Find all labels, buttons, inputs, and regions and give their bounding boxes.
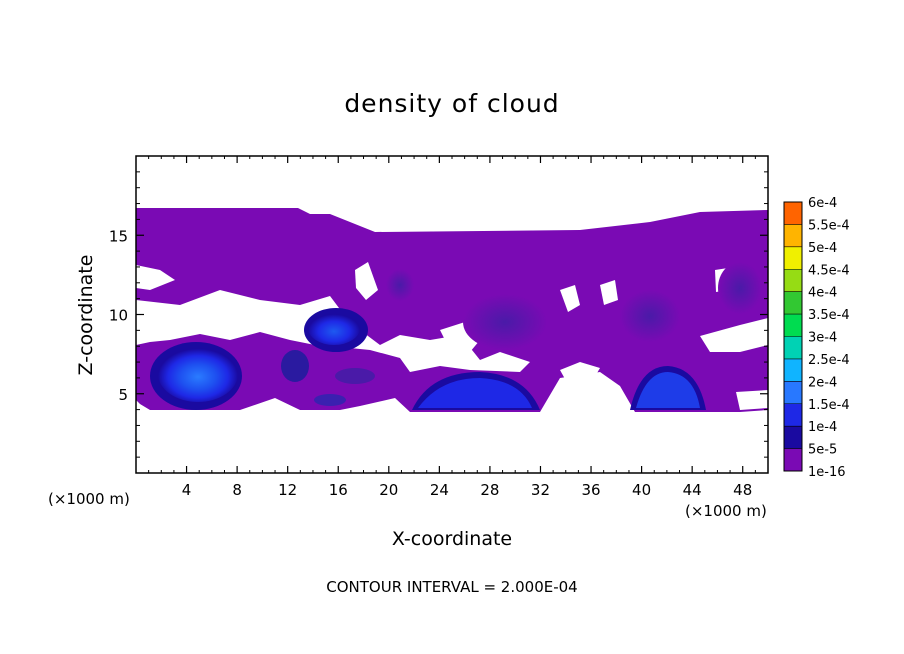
colorbar-swatch bbox=[784, 246, 802, 270]
x-tick-label: 44 bbox=[683, 481, 702, 499]
x-tick-label: 48 bbox=[733, 481, 752, 499]
colorbar-label: 2e-4 bbox=[808, 375, 837, 390]
x-tick-label: 8 bbox=[232, 481, 242, 499]
colorbar-label: 3.5e-4 bbox=[808, 308, 850, 323]
y-tick-label: 10 bbox=[109, 307, 128, 325]
x-unit-left: (×1000 m) bbox=[48, 490, 130, 508]
x-axis: 4 8 12 16 20 24 28 32 36 40 44 48 bbox=[148, 156, 756, 499]
y-tick-label: 5 bbox=[118, 386, 128, 404]
x-unit-right: (×1000 m) bbox=[685, 502, 767, 520]
colorbar-label: 2.5e-4 bbox=[808, 353, 850, 368]
colorbar-label: 6e-4 bbox=[808, 196, 837, 211]
colorbar-swatch bbox=[784, 426, 802, 449]
colorbar-swatch bbox=[784, 224, 802, 247]
contour-interval-note: CONTOUR INTERVAL = 2.000E-04 bbox=[326, 578, 577, 596]
colorbar-swatch bbox=[784, 358, 802, 382]
x-axis-label: X-coordinate bbox=[392, 528, 512, 550]
colorbar-label: 5e-4 bbox=[808, 241, 837, 256]
cloud-field bbox=[136, 208, 768, 412]
colorbar: 1e-16 5e-5 1e-4 1.5e-4 2e-4 2.5e-4 3e-4 3.5e-4 4… bbox=[783, 196, 850, 480]
y-axis-label: Z-coordinate bbox=[75, 255, 97, 376]
x-tick-label: 4 bbox=[182, 481, 192, 499]
x-tick-label: 12 bbox=[278, 481, 297, 499]
x-tick-label: 32 bbox=[531, 481, 550, 499]
x-tick-label: 36 bbox=[581, 481, 600, 499]
colorbar-swatch bbox=[784, 314, 802, 337]
colorbar-swatch bbox=[784, 202, 802, 225]
colorbar-swatch bbox=[784, 336, 802, 359]
colorbar-swatch bbox=[784, 291, 802, 315]
x-tick-label: 16 bbox=[329, 481, 348, 499]
x-tick-label: 40 bbox=[632, 481, 651, 499]
x-tick-label: 20 bbox=[379, 481, 398, 499]
colorbar-label: 4e-4 bbox=[808, 286, 837, 301]
colorbar-label: 1e-16 bbox=[808, 465, 846, 480]
colorbar-label: 1.5e-4 bbox=[808, 398, 850, 413]
x-tick-label: 28 bbox=[480, 481, 499, 499]
core-2 bbox=[308, 311, 360, 345]
colorbar-label: 3e-4 bbox=[808, 331, 837, 346]
y-tick-label: 15 bbox=[109, 227, 128, 245]
colorbar-label: 5e-5 bbox=[808, 443, 837, 458]
chart-title: density of cloud bbox=[344, 89, 559, 118]
colorbar-label: 5.5e-4 bbox=[808, 218, 850, 233]
colorbar-label: 4.5e-4 bbox=[808, 263, 850, 278]
colorbar-label: 1e-4 bbox=[808, 420, 837, 435]
x-tick-label: 24 bbox=[430, 481, 449, 499]
core-1 bbox=[158, 346, 238, 402]
y-axis: 5 10 15 bbox=[109, 171, 768, 458]
colorbar-swatch bbox=[784, 269, 802, 292]
core-4 bbox=[636, 372, 700, 408]
colorbar-swatch bbox=[784, 448, 802, 471]
colorbar-swatch bbox=[784, 403, 802, 427]
colorbar-swatch bbox=[784, 381, 802, 404]
core-3 bbox=[418, 378, 532, 408]
